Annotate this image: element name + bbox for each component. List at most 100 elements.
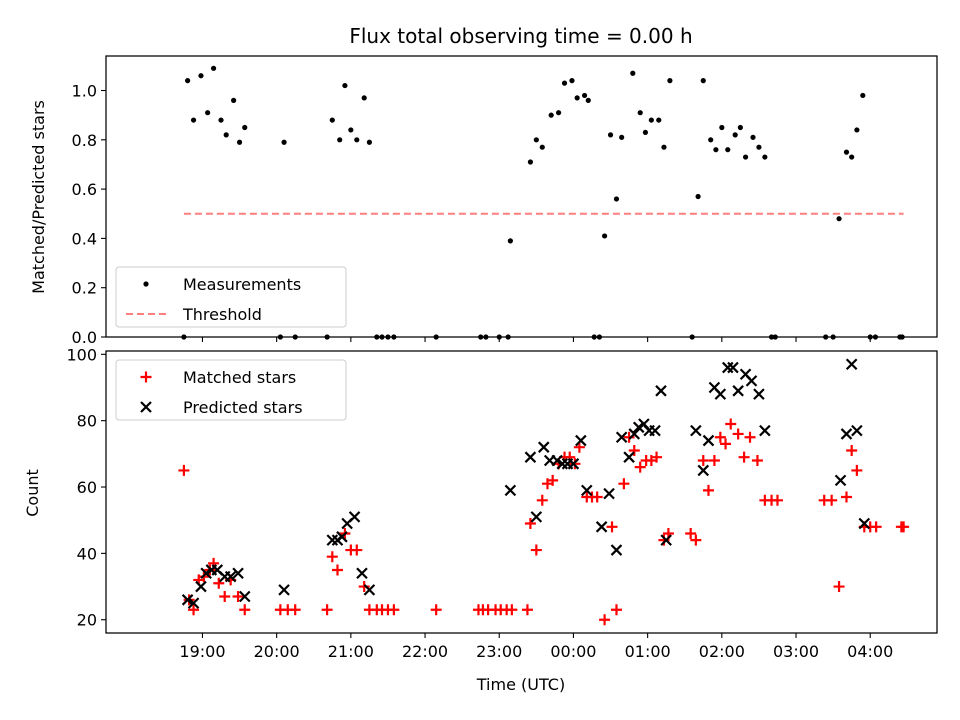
matched-star-point (521, 604, 533, 616)
legend-entry-label: Threshold (182, 305, 262, 324)
measurement-point (329, 117, 335, 123)
measurement-point (533, 137, 539, 143)
predicted-star-point (660, 534, 672, 546)
top-y-axis: 0.0 0.2 0.4 0.6 0.8 1.0 (72, 82, 106, 347)
matched-star-point (702, 484, 714, 496)
bottom-x-tick-label: 23:00 (476, 642, 522, 661)
predicted-star-point (575, 434, 587, 447)
top-legend: Measurements Threshold (115, 266, 347, 328)
predicted-star-point (595, 521, 608, 533)
predicted-star-point (702, 434, 715, 447)
bottom-x-tick-label: 04:00 (847, 642, 893, 661)
bottom-panel: 20 40 60 80 100 19:00 20:00 21:00 22:00 23:00 00:… (23, 345, 938, 694)
top-panel: 0.0 0.2 0.4 0.6 0.8 1.0 Matched/Predicted sta… (29, 55, 938, 347)
legend-entry-label: Matched stars (183, 368, 296, 387)
predicted-star-point (649, 424, 661, 437)
predicted-star-point (195, 580, 207, 593)
measurement-point (527, 159, 534, 165)
matched-star-point (738, 451, 750, 463)
measurement-point (756, 144, 762, 150)
predicted-star-point (187, 597, 200, 609)
matched-star-point (714, 431, 726, 443)
matched-star-point (708, 454, 720, 466)
matched-star-point (732, 428, 744, 440)
measurement-point (555, 110, 562, 116)
predicted-star-point (615, 431, 628, 444)
predicted-star-point (628, 428, 641, 440)
predicted-star-point (224, 570, 237, 583)
bottom-x-tick-label: 20:00 (254, 642, 300, 661)
measurement-point (607, 132, 614, 138)
predicted-star-point (623, 451, 635, 463)
predicted-star-point (759, 424, 771, 437)
top-plot-frame (105, 55, 938, 338)
predicted-star-point (537, 441, 550, 453)
measurement-point (361, 95, 367, 101)
matched-star-point (591, 491, 603, 503)
matched-star-point (898, 521, 910, 533)
predicted-star-point (840, 428, 853, 440)
measurement-point (507, 238, 513, 244)
matched-star-point (685, 527, 697, 539)
top-points-layer (181, 65, 905, 340)
top-y-axis-label: Matched/Predicted stars (29, 100, 48, 294)
measurement-point (613, 196, 620, 202)
predicted-star-point (714, 388, 727, 400)
predicted-star-point (632, 421, 645, 434)
legend-entry-label: Measurements (183, 275, 301, 294)
bottom-y-tick-label: 100 (66, 345, 97, 364)
measurement-point (750, 134, 756, 140)
top-y-tick-label: 0.6 (72, 180, 97, 199)
measurement-point (762, 154, 768, 160)
predicted-star-point (200, 567, 212, 580)
top-y-tick-label: 0.2 (72, 279, 97, 298)
predicted-star-point (336, 531, 348, 543)
bottom-x-tick-label: 01:00 (625, 642, 671, 661)
measurement-point (860, 92, 866, 99)
measurement-point (742, 154, 749, 160)
predicted-star-point (551, 454, 563, 467)
predicted-star-point (567, 458, 580, 470)
legend-frame (115, 266, 347, 328)
measurement-point (231, 97, 237, 103)
bottom-x-tick-label: 00:00 (550, 642, 596, 661)
measurement-point (630, 70, 636, 76)
top-y-tick-label: 1.0 (72, 82, 97, 101)
matched-star-point (840, 491, 852, 503)
bottom-x-tick-label: 02:00 (699, 642, 745, 661)
predicted-star-point (181, 594, 194, 606)
measurement-point (569, 78, 575, 84)
bottom-y-axis-label: Count (23, 469, 42, 517)
measurement-point (366, 139, 372, 145)
matched-star-point (771, 494, 783, 506)
predicted-star-point (732, 385, 744, 397)
matched-star-point (321, 604, 333, 616)
matched-star-point (870, 521, 882, 533)
measurement-point (198, 73, 204, 79)
measurement-point (223, 132, 229, 138)
bottom-y-axis: 20 40 60 80 100 (66, 345, 106, 630)
matched-star-point (697, 454, 709, 466)
measurement-point (843, 149, 850, 155)
matched-star-point (188, 604, 200, 616)
matched-star-point (623, 431, 635, 443)
matched-star-point (524, 518, 536, 530)
measurement-point (656, 117, 662, 123)
measurement-point (581, 92, 588, 99)
matched-star-point (331, 564, 343, 576)
bottom-x-tick-label: 22:00 (402, 642, 448, 661)
measurement-point (836, 216, 842, 222)
measurement-point (849, 154, 855, 160)
bottom-points-layer (178, 358, 910, 626)
bottom-x-tick-label: 03:00 (773, 642, 819, 661)
measurement-point (719, 124, 725, 131)
bottom-x-axis-label: Time (UTC) (476, 675, 565, 694)
measurement-point (695, 193, 701, 200)
predicted-star-point (610, 544, 623, 556)
predicted-star-point (753, 388, 765, 400)
measurement-point (205, 110, 211, 116)
measurement-point (539, 144, 545, 150)
matched-star-point (326, 551, 338, 563)
matched-star-point (634, 461, 646, 473)
legend-marker-sample (140, 401, 152, 413)
